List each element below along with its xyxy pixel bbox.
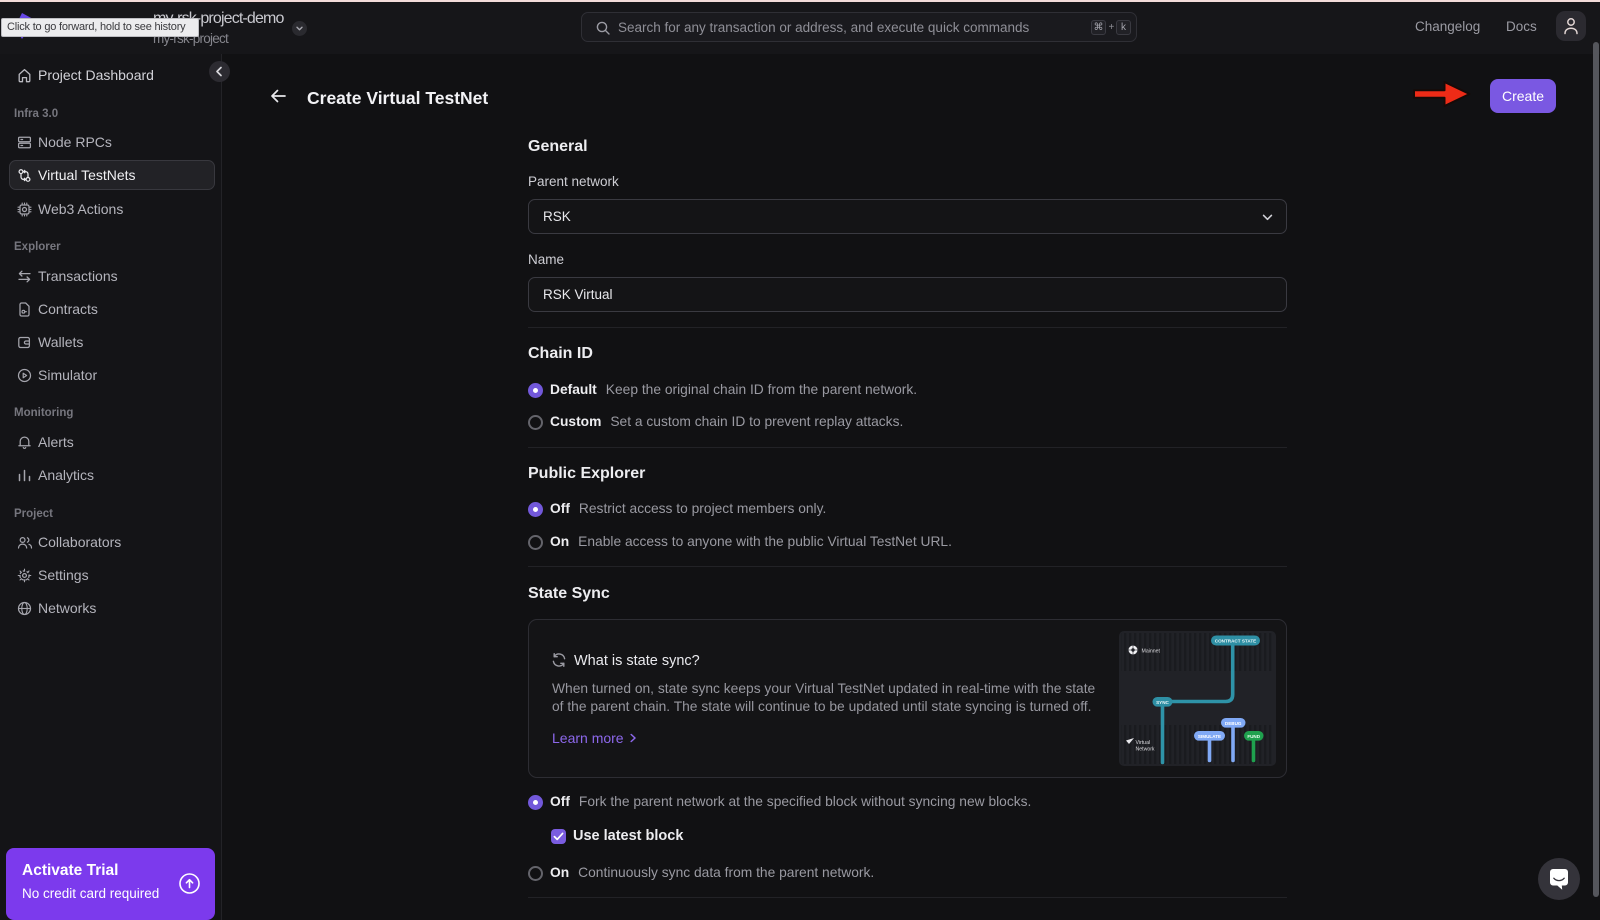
svg-text:DEBUG: DEBUG: [1225, 721, 1242, 726]
svg-text:FUND: FUND: [1247, 734, 1260, 739]
svg-text:SYNC: SYNC: [1156, 700, 1169, 705]
svg-text:CONTRACT STATE: CONTRACT STATE: [1215, 639, 1256, 644]
svg-text:Network: Network: [1136, 747, 1155, 753]
svg-text:Virtual: Virtual: [1136, 740, 1151, 746]
svg-text:Mainnet: Mainnet: [1142, 648, 1161, 654]
svg-text:SIMULATE: SIMULATE: [1198, 734, 1221, 739]
